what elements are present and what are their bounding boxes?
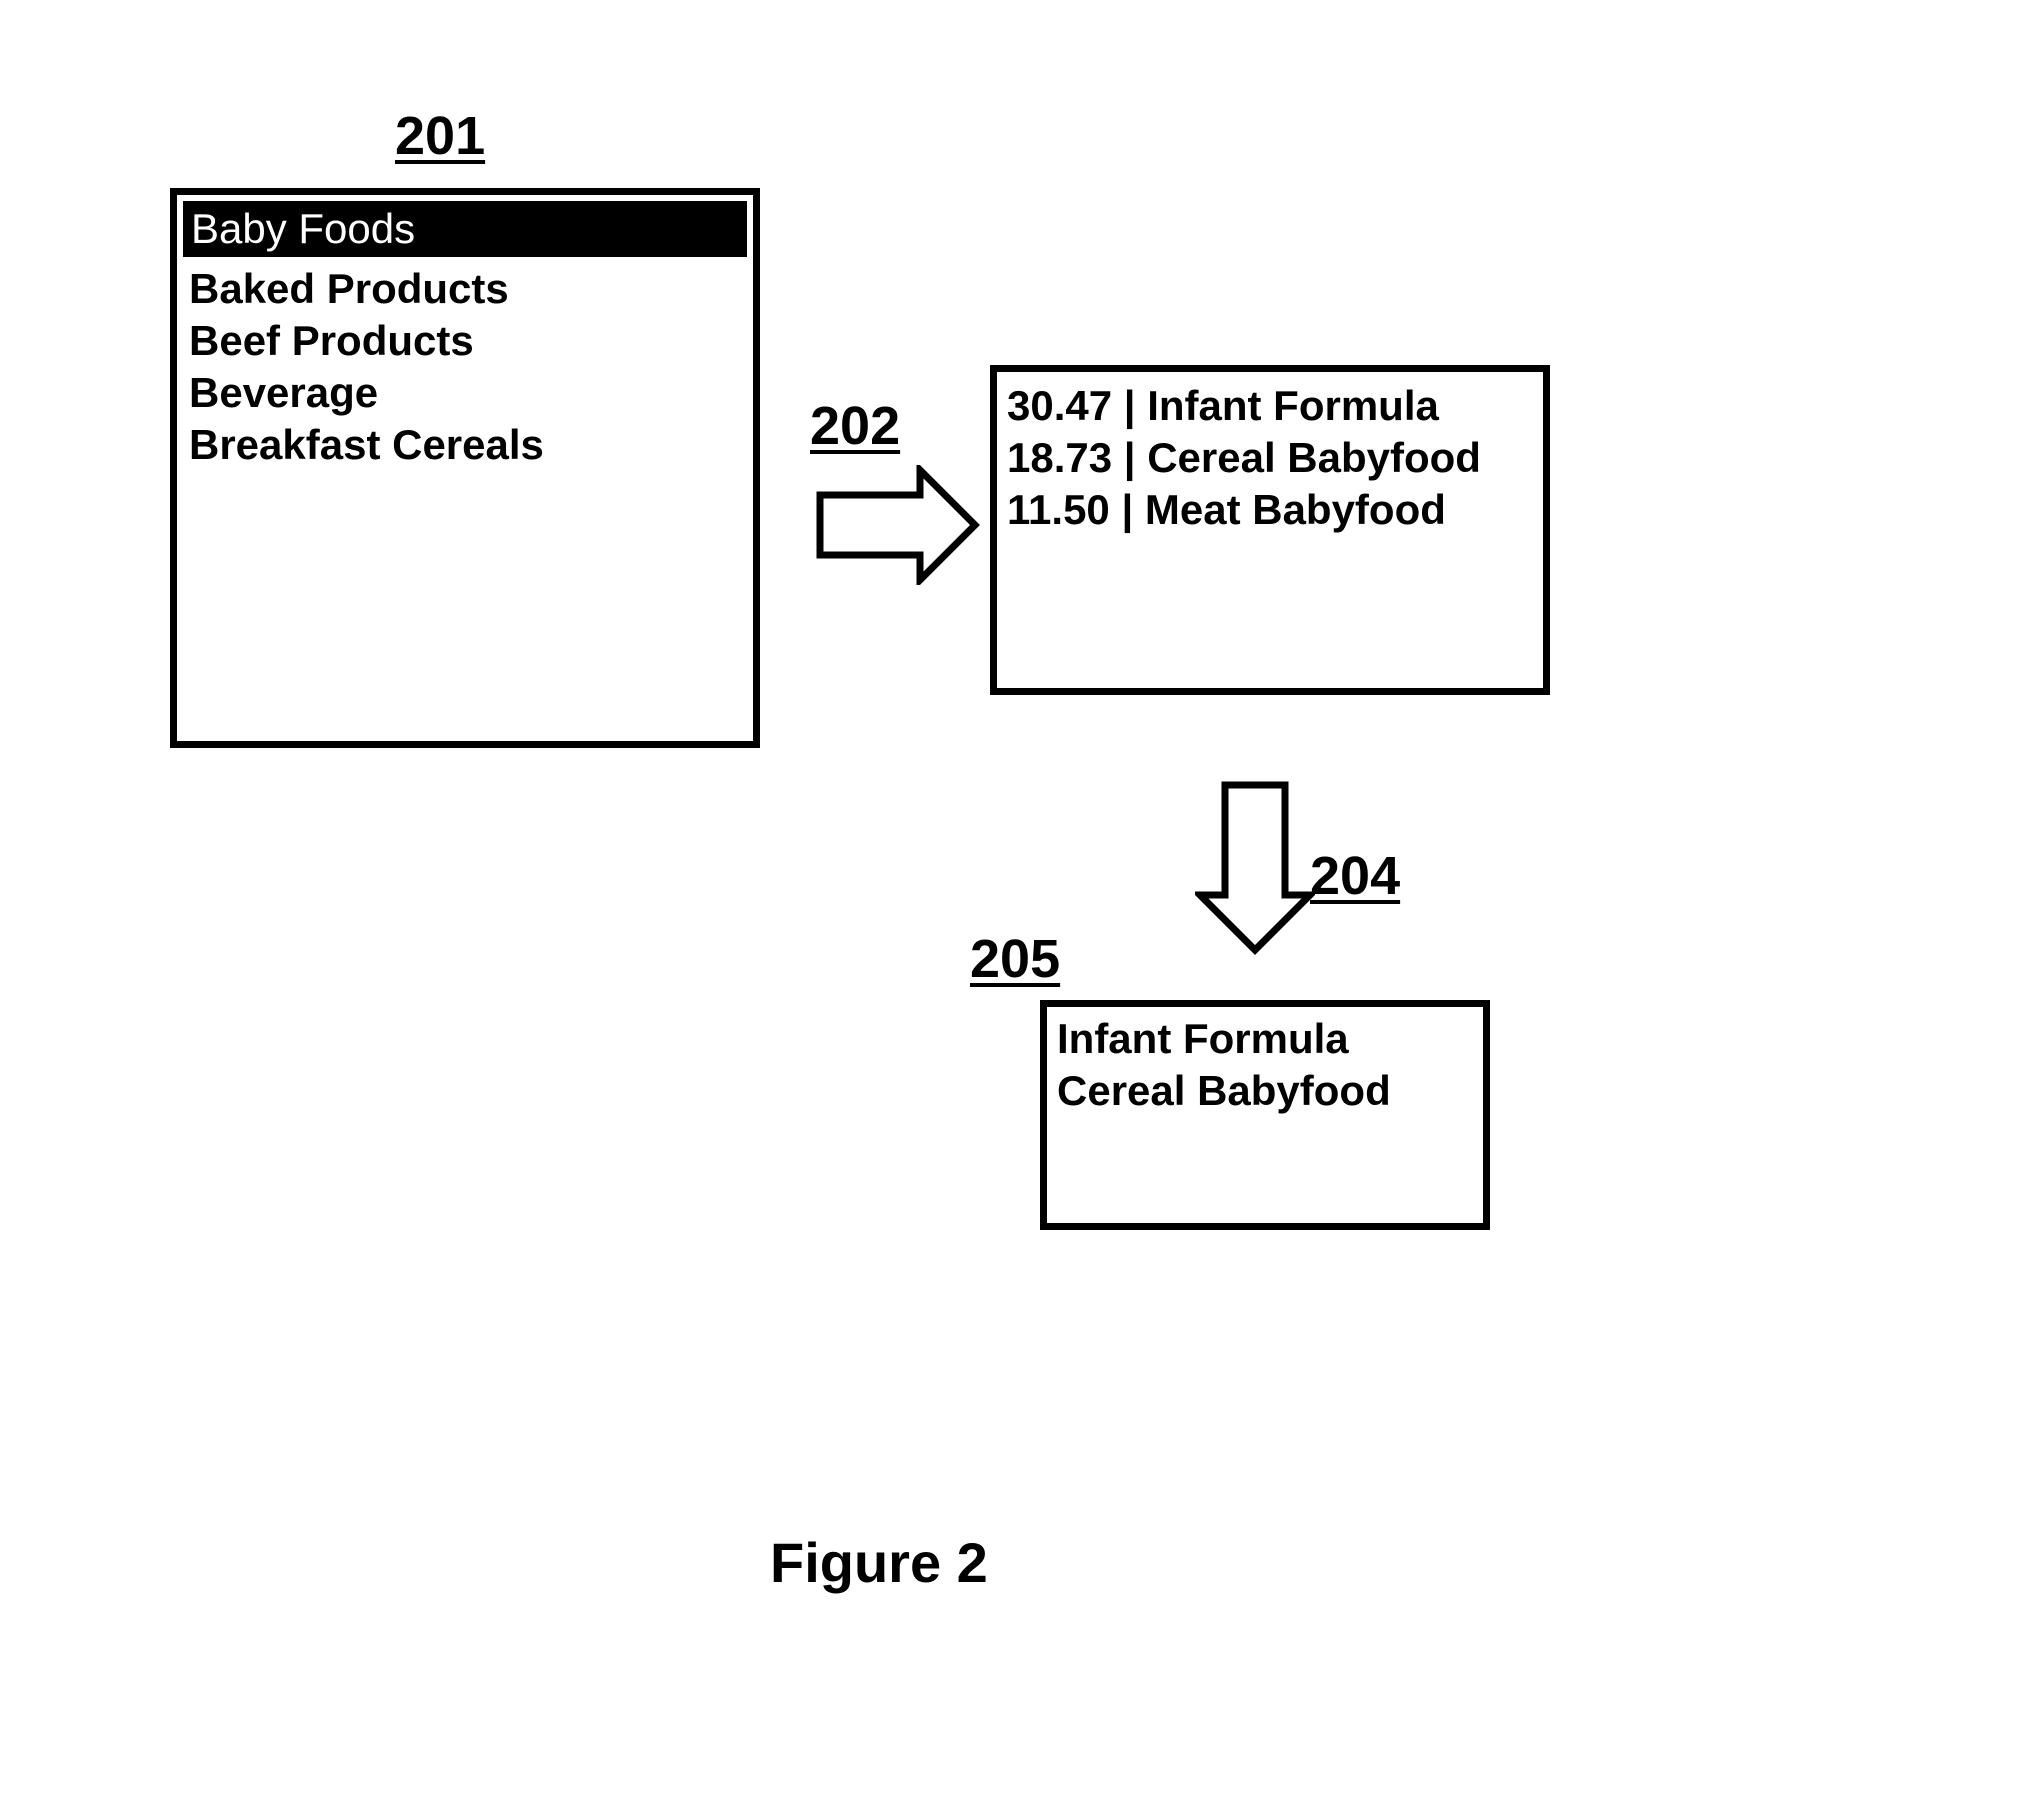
- selection-box: Infant FormulaCereal Babyfood: [1040, 1000, 1490, 1230]
- ref-label-205: 205: [970, 928, 1060, 990]
- diagram-canvas: 201 Baby Foods Baked ProductsBeef Produc…: [0, 0, 2017, 1805]
- category-item[interactable]: Beverage: [177, 367, 753, 419]
- arrow-right-icon: [815, 465, 980, 585]
- ref-label-202: 202: [810, 395, 900, 457]
- scored-results-box: 30.47 | Infant Formula18.73 | Cereal Bab…: [990, 365, 1550, 695]
- scored-result-row[interactable]: 18.73 | Cereal Babyfood: [997, 432, 1543, 484]
- selection-item[interactable]: Cereal Babyfood: [1047, 1065, 1483, 1117]
- ref-label-204: 204: [1310, 845, 1400, 907]
- arrow-down-icon: [1195, 780, 1315, 955]
- category-item[interactable]: Beef Products: [177, 315, 753, 367]
- category-item[interactable]: Baked Products: [177, 263, 753, 315]
- scored-result-row[interactable]: 11.50 | Meat Babyfood: [997, 484, 1543, 536]
- ref-label-201: 201: [395, 105, 485, 167]
- categories-box: Baby Foods Baked ProductsBeef ProductsBe…: [170, 188, 760, 748]
- category-item[interactable]: Breakfast Cereals: [177, 419, 753, 471]
- figure-caption: Figure 2: [770, 1530, 988, 1595]
- scored-result-row[interactable]: 30.47 | Infant Formula: [997, 380, 1543, 432]
- selection-item[interactable]: Infant Formula: [1047, 1013, 1483, 1065]
- category-item-selected[interactable]: Baby Foods: [183, 201, 747, 257]
